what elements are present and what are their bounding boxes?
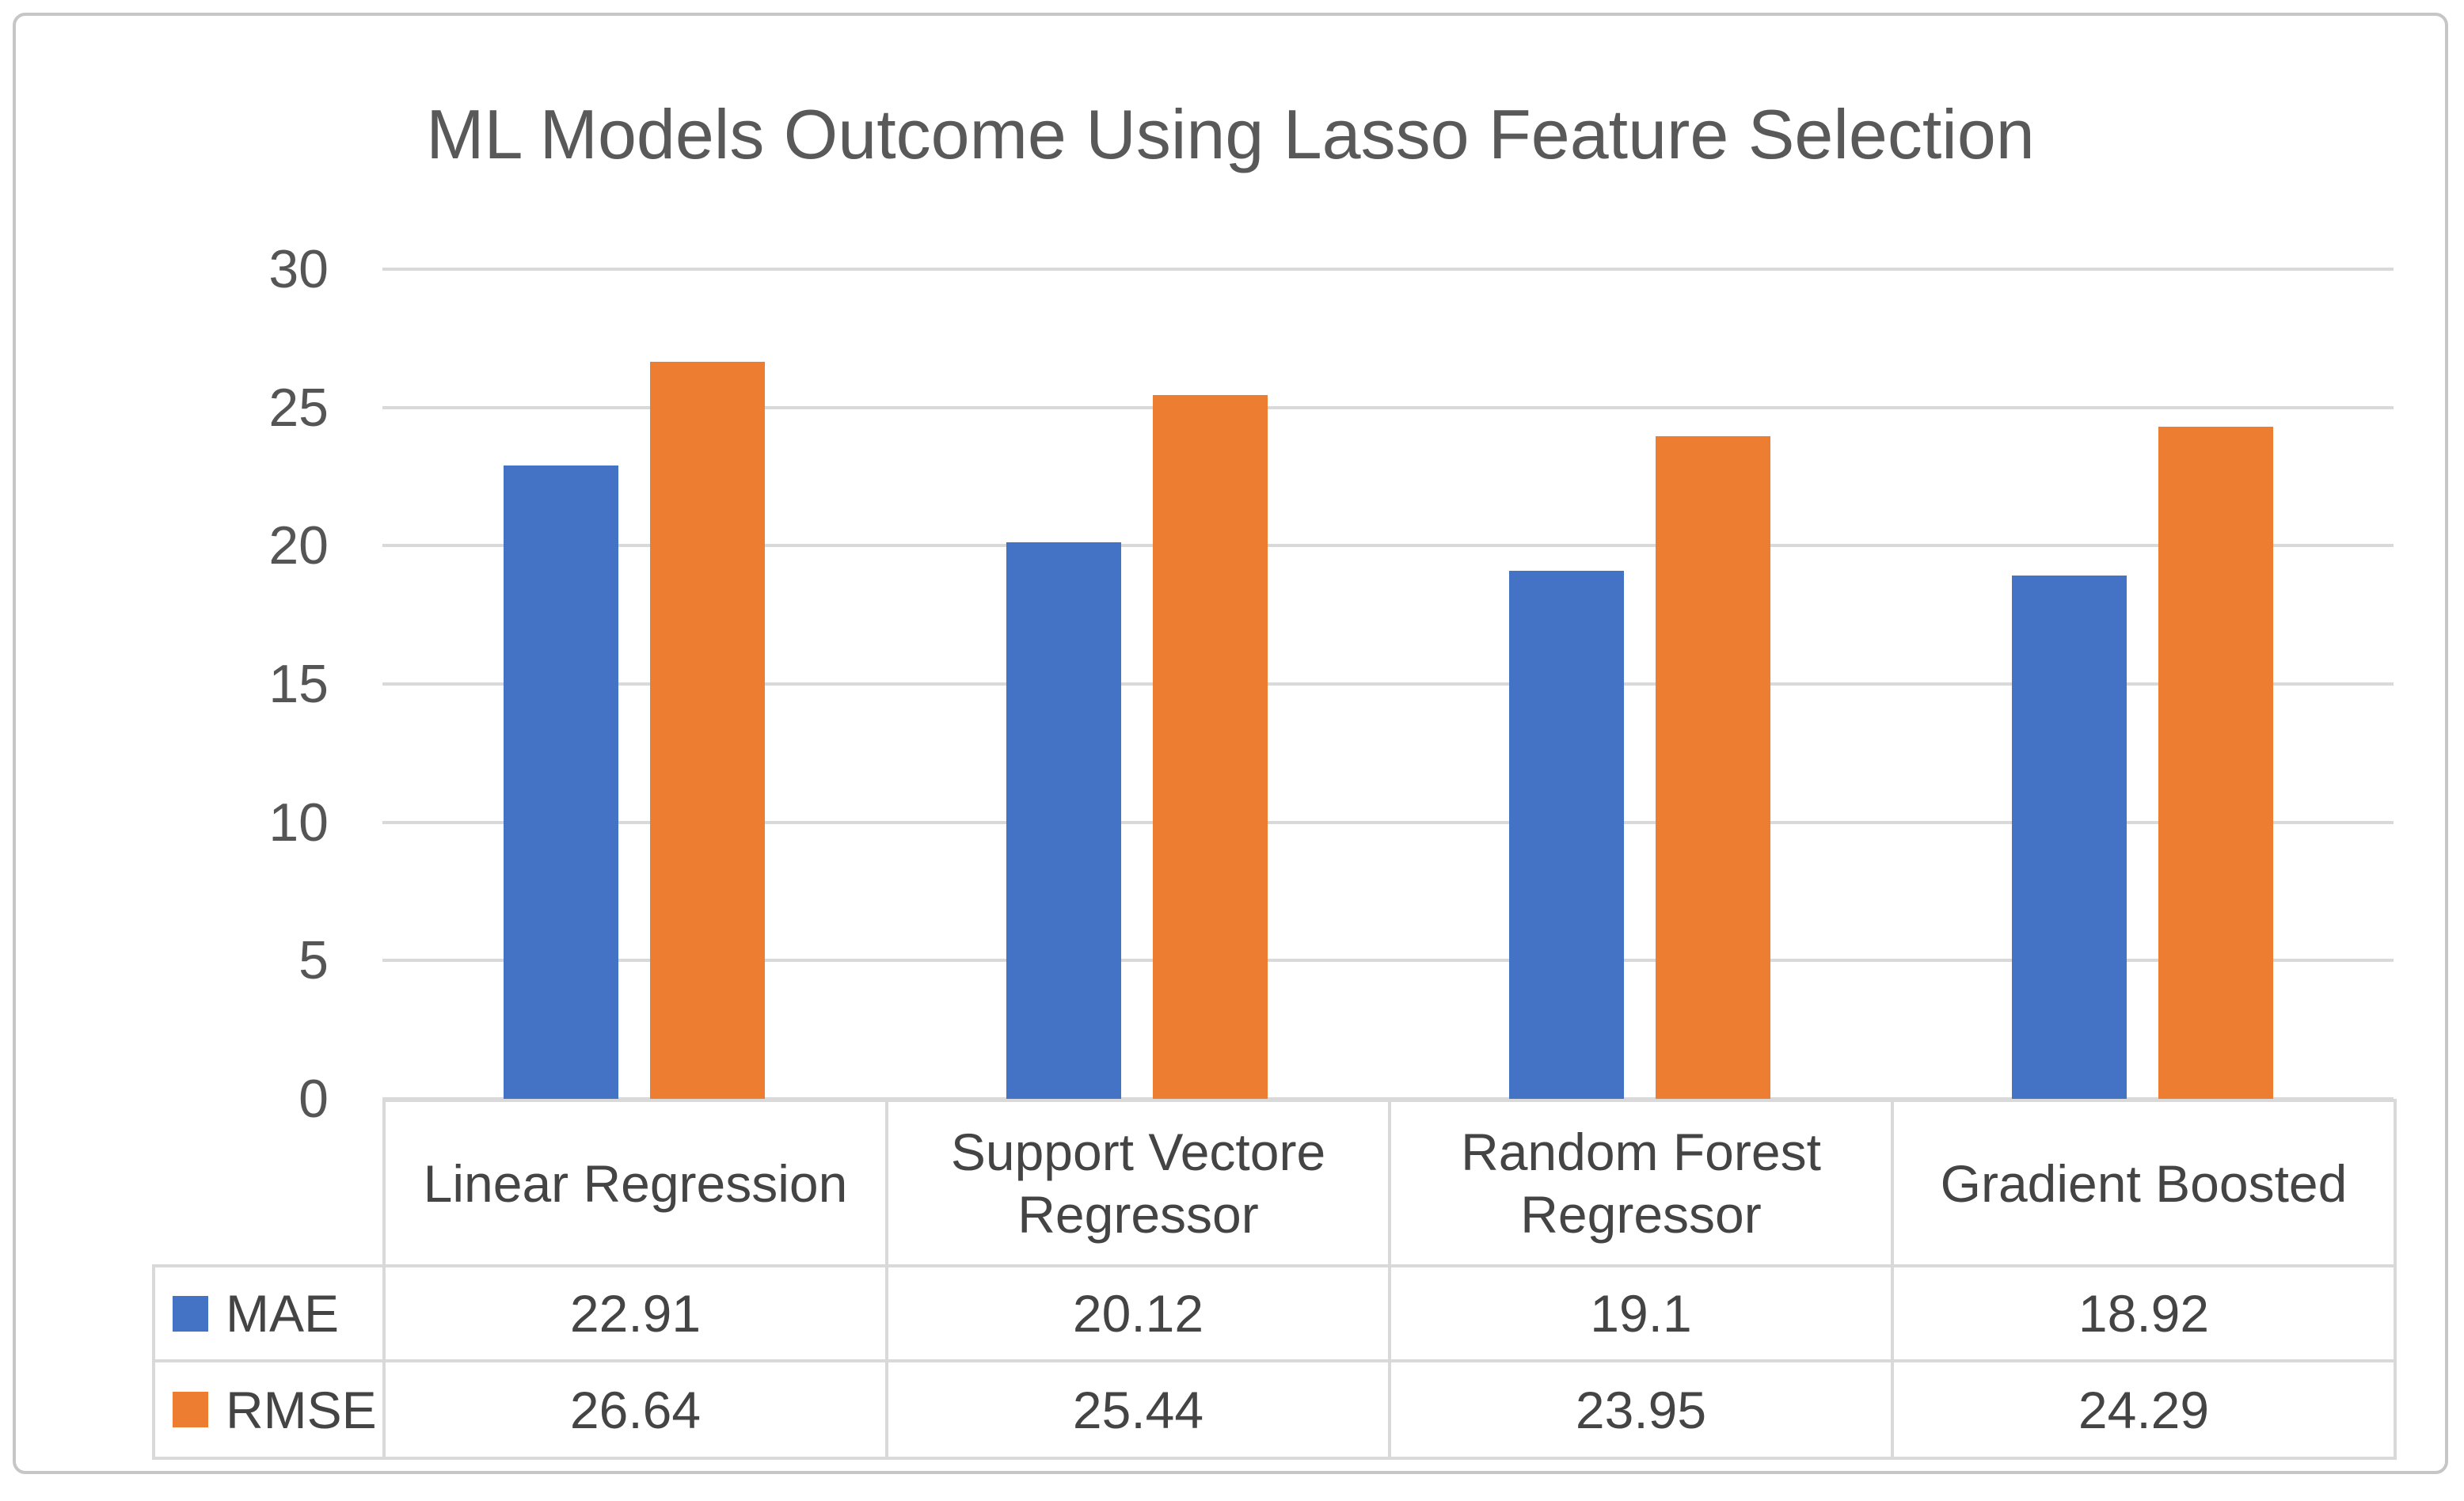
rmse-legend-swatch-icon [173,1392,208,1427]
value-cell: 25.44 [885,1359,1391,1460]
table-row: RMSE 26.64 25.44 23.95 24.29 [152,1359,2397,1460]
mae-bar [1006,542,1121,1099]
value-cell: 18.92 [1891,1264,2397,1362]
value-cell: 23.95 [1388,1359,1894,1460]
category-header-cell: Support Vectore Regressor [885,1099,1391,1267]
y-tick-label-25: 25 [268,377,329,438]
legend-cell: MAE [152,1264,386,1362]
category-label: Random Forest Regressor [1461,1122,1821,1244]
y-tick-label-20: 20 [268,515,329,576]
mae-bar [1508,570,1624,1099]
gridline-y15 [382,682,2394,686]
category-header-cell: Linear Regression [382,1099,888,1267]
category-label: Gradient Boosted [1940,1153,2348,1213]
table-row: MAE 22.91 20.12 19.1 18.92 [152,1264,2397,1362]
gridline-y0 [382,1097,2394,1100]
y-tick-label-15: 15 [268,654,329,714]
rmse-bar [1152,395,1268,1099]
y-tick-label-10: 10 [268,792,329,853]
data-table: Linear Regression Support Vectore Regress… [152,1099,2397,1460]
chart-outer-border: ML Models Outcome Using Lasso Feature Se… [13,13,2448,1474]
y-tick-label-30: 30 [268,239,329,299]
gridline-y30 [382,268,2394,271]
value-cell: 22.91 [382,1264,888,1362]
category-header-cell: Gradient Boosted [1891,1099,2397,1267]
gridline-y25 [382,405,2394,409]
y-tick-label-5: 5 [298,930,329,991]
mae-legend-swatch-icon [173,1295,208,1332]
y-tick-label-0: 0 [298,1069,329,1129]
gridline-y20 [382,544,2394,548]
category-label: Support Vectore Regressor [950,1122,1326,1244]
rmse-bar [2158,427,2273,1099]
value-cell: 24.29 [1891,1359,2397,1460]
plot-area [382,268,2394,1100]
chart-title: ML Models Outcome Using Lasso Feature Se… [426,95,2035,173]
gridline-y10 [382,820,2394,824]
legend-label: RMSE [226,1380,377,1439]
rmse-bar [1655,436,1770,1099]
value-cell: 26.64 [382,1359,888,1460]
legend-cell: RMSE [152,1359,386,1460]
value-cell: 20.12 [885,1264,1391,1362]
category-label: Linear Regression [423,1153,848,1213]
value-cell: 19.1 [1388,1264,1894,1362]
legend-label: MAE [226,1284,340,1343]
rmse-bar [649,362,765,1099]
mae-bar [2011,576,2127,1099]
gridline-y5 [382,959,2394,963]
category-header-cell: Random Forest Regressor [1388,1099,1894,1267]
mae-bar [503,465,618,1099]
table-corner-blank [154,1100,384,1266]
